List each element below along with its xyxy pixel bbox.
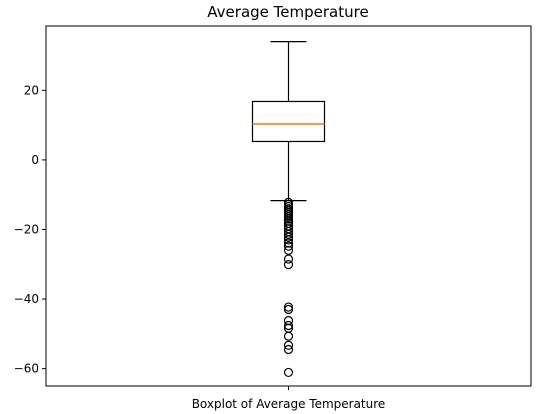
y-axis: 20 0 −20 −40 −60 xyxy=(14,83,46,376)
iqr-box xyxy=(251,100,326,143)
outlier-point xyxy=(283,229,294,239)
outlier-point xyxy=(283,235,294,245)
outlier-point xyxy=(283,245,294,255)
outlier-point xyxy=(283,260,294,270)
outlier-point xyxy=(283,238,294,248)
x-axis: Boxplot of Average Temperature xyxy=(192,386,386,411)
outlier-point xyxy=(283,232,294,242)
outlier-point xyxy=(283,367,294,378)
y-tick-label: −20 xyxy=(14,222,39,236)
outlier-point xyxy=(283,340,294,350)
outlier-point xyxy=(283,302,294,312)
y-tick-label: −40 xyxy=(14,292,39,306)
chart-title: Average Temperature xyxy=(207,3,368,21)
plot-content xyxy=(251,41,326,378)
outlier-point xyxy=(283,241,294,251)
y-tick-label: 0 xyxy=(31,153,39,167)
outlier-point xyxy=(283,331,294,341)
y-tick-label: −60 xyxy=(14,362,39,376)
y-tick-label: 20 xyxy=(24,83,39,97)
x-tick-label: Boxplot of Average Temperature xyxy=(192,397,386,411)
outlier-point xyxy=(283,254,294,264)
outlier-point xyxy=(283,344,294,355)
outlier-point xyxy=(283,320,294,331)
outlier-point xyxy=(283,304,294,315)
